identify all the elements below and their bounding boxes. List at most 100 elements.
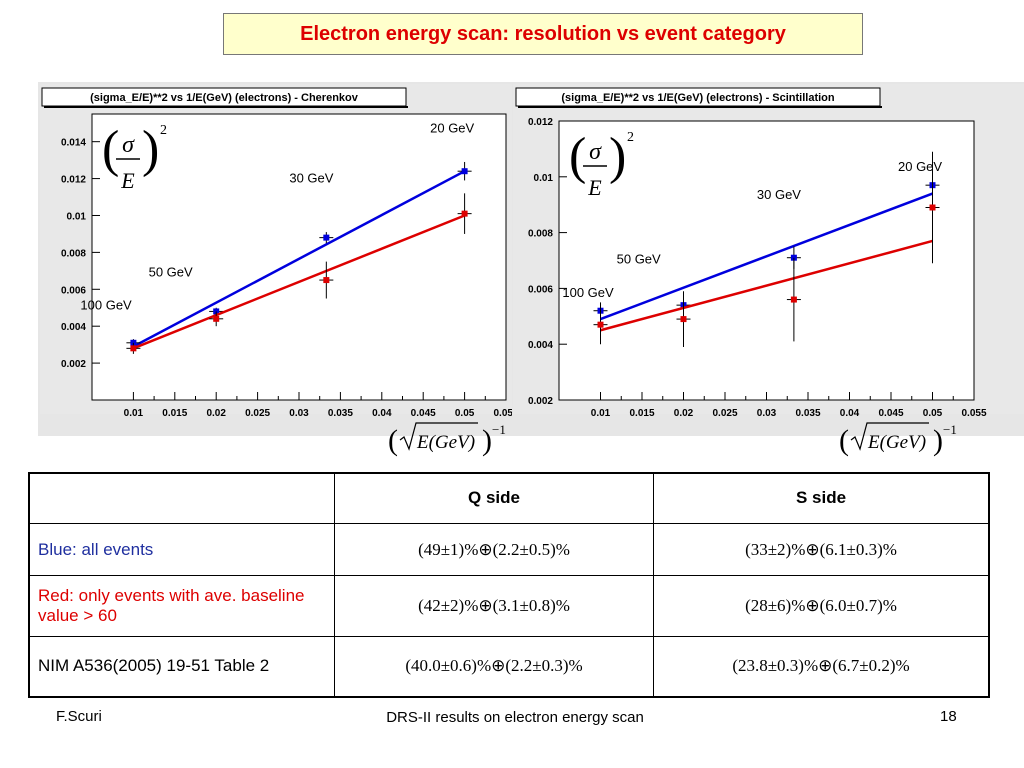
red-fit-line	[600, 239, 933, 332]
y-tick-label: 0.002	[61, 359, 86, 370]
y-tick-label: 0.014	[61, 138, 86, 149]
x-tick-label: 0.01	[591, 408, 611, 419]
red-data-point	[790, 296, 797, 303]
cell-nim-s: (23.8±0.3)%⊕(6.7±0.2)%	[653, 635, 990, 698]
y-tick-label: 0.002	[528, 396, 553, 407]
energy-label: 20 GeV	[430, 120, 474, 135]
table-header-row: Q side S side	[28, 472, 990, 524]
red-data-point	[929, 204, 936, 211]
row-label-blue: Blue: all events	[28, 522, 335, 577]
ylabel-sigma: σ	[122, 132, 135, 158]
table-header-s-side: S side	[653, 472, 990, 524]
plot-area	[91, 113, 507, 401]
blue-fit-line	[600, 192, 933, 321]
ylabel-e: E	[587, 175, 602, 200]
x-tick-label: 0.025	[245, 408, 270, 419]
y-tick-label: 0.01	[534, 173, 554, 184]
chart-title: (sigma_E/E)**2 vs 1/E(GeV) (electrons) -…	[561, 92, 835, 104]
row-label-nim: NIM A536(2005) 19-51 Table 2	[28, 635, 335, 698]
ylabel-exponent: 2	[627, 130, 634, 145]
xlabel-exponent: −1	[943, 422, 957, 437]
y-tick-label: 0.006	[61, 285, 86, 296]
x-tick-label: 0.03	[757, 408, 777, 419]
x-tick-label: 0.04	[372, 408, 392, 419]
red-fit-line	[132, 214, 466, 350]
y-tick-label: 0.004	[61, 322, 86, 333]
blue-fit-line	[132, 170, 466, 348]
x-tick-label: 0.035	[328, 408, 353, 419]
chart-title: (sigma_E/E)**2 vs 1/E(GeV) (electrons) -…	[90, 92, 359, 104]
chart-title-shadow	[518, 106, 882, 108]
y-tick-label: 0.006	[528, 284, 553, 295]
red-data-point	[323, 277, 330, 284]
x-tick-label: 0.055	[961, 408, 986, 419]
resolution-table: Q side S side Blue: all events (49±1)%⊕(…	[28, 472, 990, 698]
ylabel-left-paren: (	[102, 121, 119, 178]
ylabel-exponent: 2	[160, 123, 167, 138]
slide-title-text: Electron energy scan: resolution vs even…	[300, 22, 786, 45]
x-tick-label: 0.055	[493, 408, 512, 419]
xlabel-text: E(GeV)	[416, 432, 475, 453]
scintillation-chart: (sigma_E/E)**2 vs 1/E(GeV) (electrons) -…	[513, 84, 1024, 457]
energy-label: 50 GeV	[617, 251, 661, 266]
slide-title: Electron energy scan: resolution vs even…	[223, 13, 863, 55]
x-tick-label: 0.02	[674, 408, 694, 419]
x-tick-label: 0.045	[878, 408, 903, 419]
cell-blue-s: (33±2)%⊕(6.1±0.3)%	[653, 522, 990, 577]
xlabel-sqrt-sign	[399, 422, 478, 451]
xlabel-left-paren: (	[839, 424, 849, 457]
cell-blue-q: (49±1)%⊕(2.2±0.5)%	[334, 522, 654, 577]
ylabel-e: E	[120, 168, 135, 193]
table-header-q-side: Q side	[334, 472, 654, 524]
xlabel-right-paren: )	[482, 424, 492, 457]
energy-label: 50 GeV	[149, 264, 193, 279]
footer-page-number: 18	[940, 708, 957, 725]
y-tick-label: 0.008	[61, 248, 86, 259]
y-tick-label: 0.012	[528, 117, 553, 128]
energy-label: 100 GeV	[562, 285, 614, 300]
cell-red-s: (28±6)%⊕(6.0±0.7)%	[653, 575, 990, 637]
ylabel-right-paren: )	[142, 121, 159, 178]
x-tick-label: 0.05	[923, 408, 943, 419]
ylabel-right-paren: )	[609, 128, 626, 185]
x-tick-label: 0.015	[162, 408, 187, 419]
footer-title: DRS-II results on electron energy scan	[386, 709, 644, 726]
blue-data-point	[461, 168, 468, 175]
xlabel-exponent: −1	[492, 422, 506, 437]
xlabel-left-paren: (	[388, 424, 398, 457]
row-label-red: Red: only events with ave. baseline valu…	[28, 575, 335, 637]
footer-author: F.Scuri	[56, 708, 102, 725]
y-tick-label: 0.01	[67, 211, 87, 222]
x-tick-label: 0.025	[712, 408, 737, 419]
xlabel-text: E(GeV)	[867, 432, 926, 453]
x-tick-label: 0.01	[124, 408, 144, 419]
chart-title-shadow	[44, 106, 408, 108]
table-row: Blue: all events (49±1)%⊕(2.2±0.5)% (33±…	[28, 522, 990, 577]
xlabel-sqrt-sign	[850, 422, 929, 451]
y-tick-label: 0.012	[61, 175, 86, 186]
ylabel-sigma: σ	[589, 139, 602, 165]
cell-red-q: (42±2)%⊕(3.1±0.8)%	[334, 575, 654, 637]
x-tick-label: 0.015	[629, 408, 654, 419]
table-row: Red: only events with ave. baseline valu…	[28, 575, 990, 637]
ylabel-left-paren: (	[569, 128, 586, 185]
x-tick-label: 0.02	[206, 408, 226, 419]
blue-data-point	[323, 234, 330, 241]
x-tick-label: 0.045	[411, 408, 436, 419]
energy-label: 100 GeV	[80, 298, 132, 313]
x-tick-label: 0.035	[795, 408, 820, 419]
cherenkov-chart: (sigma_E/E)**2 vs 1/E(GeV) (electrons) -…	[40, 84, 512, 457]
table-header-empty	[28, 472, 335, 524]
red-data-point	[130, 345, 137, 352]
red-data-point	[213, 315, 220, 322]
energy-label: 30 GeV	[757, 187, 801, 202]
y-tick-label: 0.004	[528, 340, 553, 351]
table-row: NIM A536(2005) 19-51 Table 2 (40.0±0.6)%…	[28, 635, 990, 698]
x-tick-label: 0.05	[455, 408, 475, 419]
energy-label: 30 GeV	[289, 170, 333, 185]
red-data-point	[461, 210, 468, 217]
red-data-point	[597, 321, 604, 328]
x-tick-label: 0.03	[289, 408, 309, 419]
x-tick-label: 0.04	[840, 408, 860, 419]
y-tick-label: 0.008	[528, 229, 553, 240]
